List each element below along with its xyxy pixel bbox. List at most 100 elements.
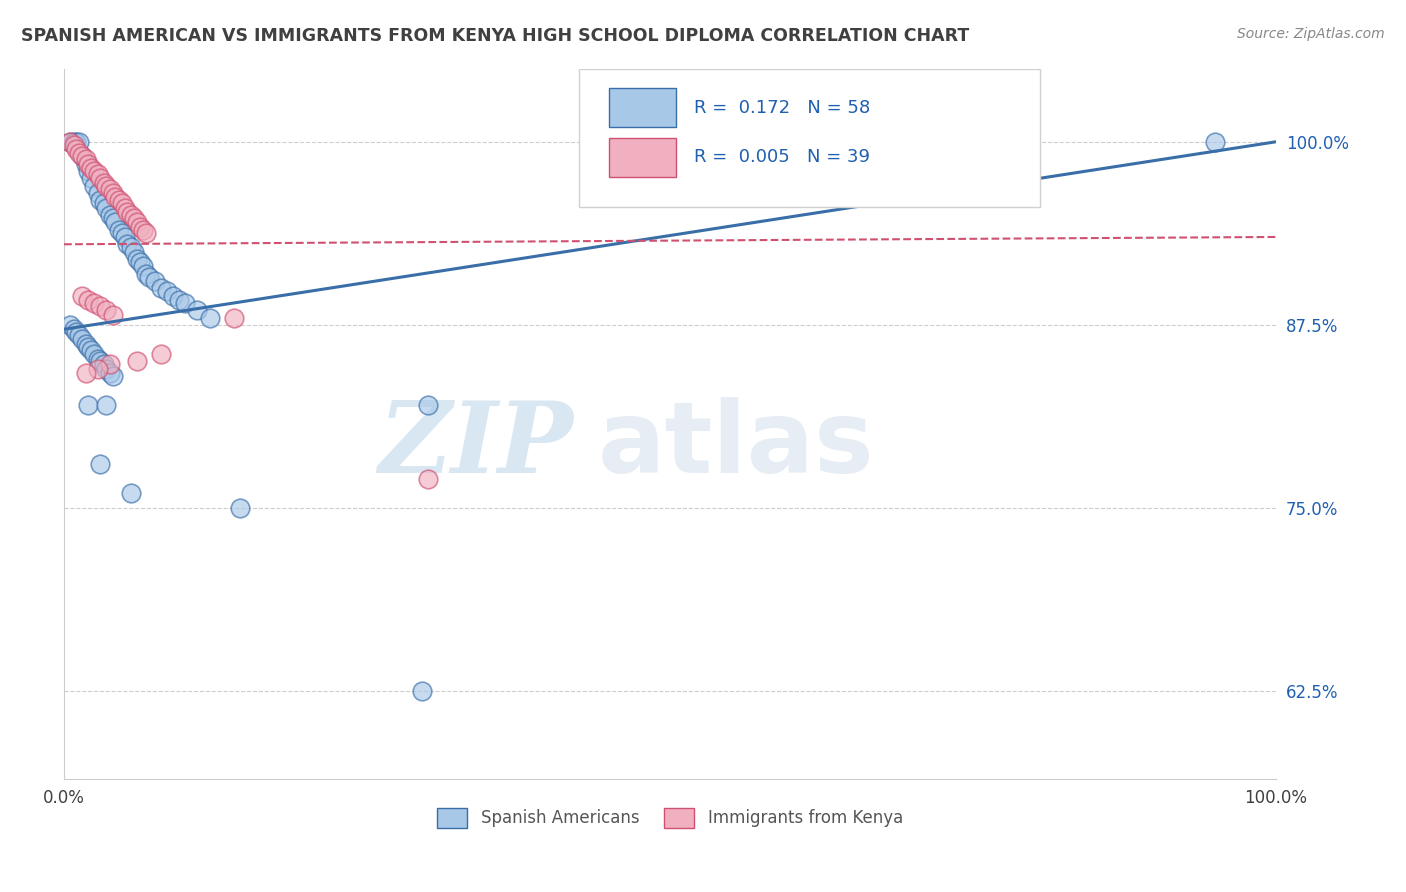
Point: [150, 281, 173, 295]
Point: [67, 135, 90, 149]
Point: [80, 171, 103, 186]
Point: [93, 358, 115, 372]
Point: [62, 137, 84, 152]
Point: [70, 333, 93, 347]
Point: [129, 255, 152, 269]
Point: [59, 135, 82, 149]
Point: [114, 201, 136, 215]
Point: [132, 259, 155, 273]
Point: [89, 194, 111, 208]
Point: [83, 178, 105, 193]
Point: [114, 230, 136, 244]
Point: [83, 347, 105, 361]
Point: [80, 161, 103, 175]
Point: [101, 211, 124, 225]
Point: [150, 347, 173, 361]
Point: [89, 354, 111, 368]
Point: [101, 308, 124, 322]
Point: [77, 164, 100, 178]
Point: [120, 486, 142, 500]
Point: [104, 190, 127, 204]
Point: [111, 196, 134, 211]
Point: [135, 267, 157, 281]
Point: [115, 205, 138, 219]
Point: [1205, 135, 1227, 149]
Point: [70, 149, 93, 163]
Text: SPANISH AMERICAN VS IMMIGRANTS FROM KENYA HIGH SCHOOL DIPLOMA CORRELATION CHART: SPANISH AMERICAN VS IMMIGRANTS FROM KENY…: [21, 27, 969, 45]
Point: [87, 351, 110, 366]
Point: [93, 196, 115, 211]
Point: [98, 208, 121, 222]
Point: [77, 340, 100, 354]
Point: [229, 500, 252, 515]
Text: R =  0.172   N = 58: R = 0.172 N = 58: [695, 99, 870, 117]
Point: [65, 135, 87, 149]
Point: [70, 149, 93, 163]
Point: [156, 284, 179, 298]
Point: [104, 215, 127, 229]
Point: [59, 135, 82, 149]
Point: [96, 178, 118, 193]
Point: [186, 303, 208, 318]
Point: [174, 296, 197, 310]
Text: R =  0.005   N = 39: R = 0.005 N = 39: [695, 148, 870, 166]
Point: [80, 343, 103, 357]
Point: [59, 318, 82, 332]
Point: [411, 684, 433, 698]
Point: [135, 226, 157, 240]
Point: [101, 186, 124, 200]
Point: [96, 398, 118, 412]
Point: [67, 146, 90, 161]
Point: [65, 142, 87, 156]
Point: [107, 194, 129, 208]
Point: [83, 164, 105, 178]
Text: Source: ZipAtlas.com: Source: ZipAtlas.com: [1237, 27, 1385, 41]
Point: [87, 186, 110, 200]
Point: [93, 176, 115, 190]
Point: [75, 153, 97, 167]
Point: [75, 366, 97, 380]
Point: [96, 361, 118, 376]
Point: [62, 135, 84, 149]
Point: [124, 244, 146, 259]
Point: [75, 337, 97, 351]
FancyBboxPatch shape: [579, 69, 1040, 207]
Point: [222, 310, 245, 325]
Point: [98, 181, 121, 195]
Point: [198, 310, 221, 325]
Point: [89, 457, 111, 471]
Text: ZIP: ZIP: [378, 397, 574, 493]
Point: [67, 328, 90, 343]
Point: [96, 303, 118, 318]
Point: [98, 358, 121, 372]
Point: [65, 325, 87, 339]
Text: atlas: atlas: [598, 397, 875, 493]
Point: [111, 226, 134, 240]
Point: [132, 222, 155, 236]
Point: [125, 215, 148, 229]
Point: [62, 322, 84, 336]
Point: [167, 293, 190, 307]
Bar: [609, 137, 676, 177]
Point: [70, 288, 93, 302]
Point: [83, 296, 105, 310]
Point: [75, 157, 97, 171]
Point: [129, 219, 152, 234]
Point: [98, 366, 121, 380]
Bar: [609, 88, 676, 128]
Point: [143, 274, 166, 288]
Point: [124, 211, 146, 225]
Point: [89, 299, 111, 313]
Point: [138, 269, 160, 284]
Point: [89, 171, 111, 186]
Point: [416, 398, 439, 412]
Point: [115, 237, 138, 252]
Point: [77, 398, 100, 412]
Point: [125, 354, 148, 368]
Point: [96, 201, 118, 215]
Point: [120, 208, 142, 222]
Point: [162, 288, 184, 302]
Point: [87, 361, 110, 376]
Point: [77, 157, 100, 171]
Point: [107, 222, 129, 236]
